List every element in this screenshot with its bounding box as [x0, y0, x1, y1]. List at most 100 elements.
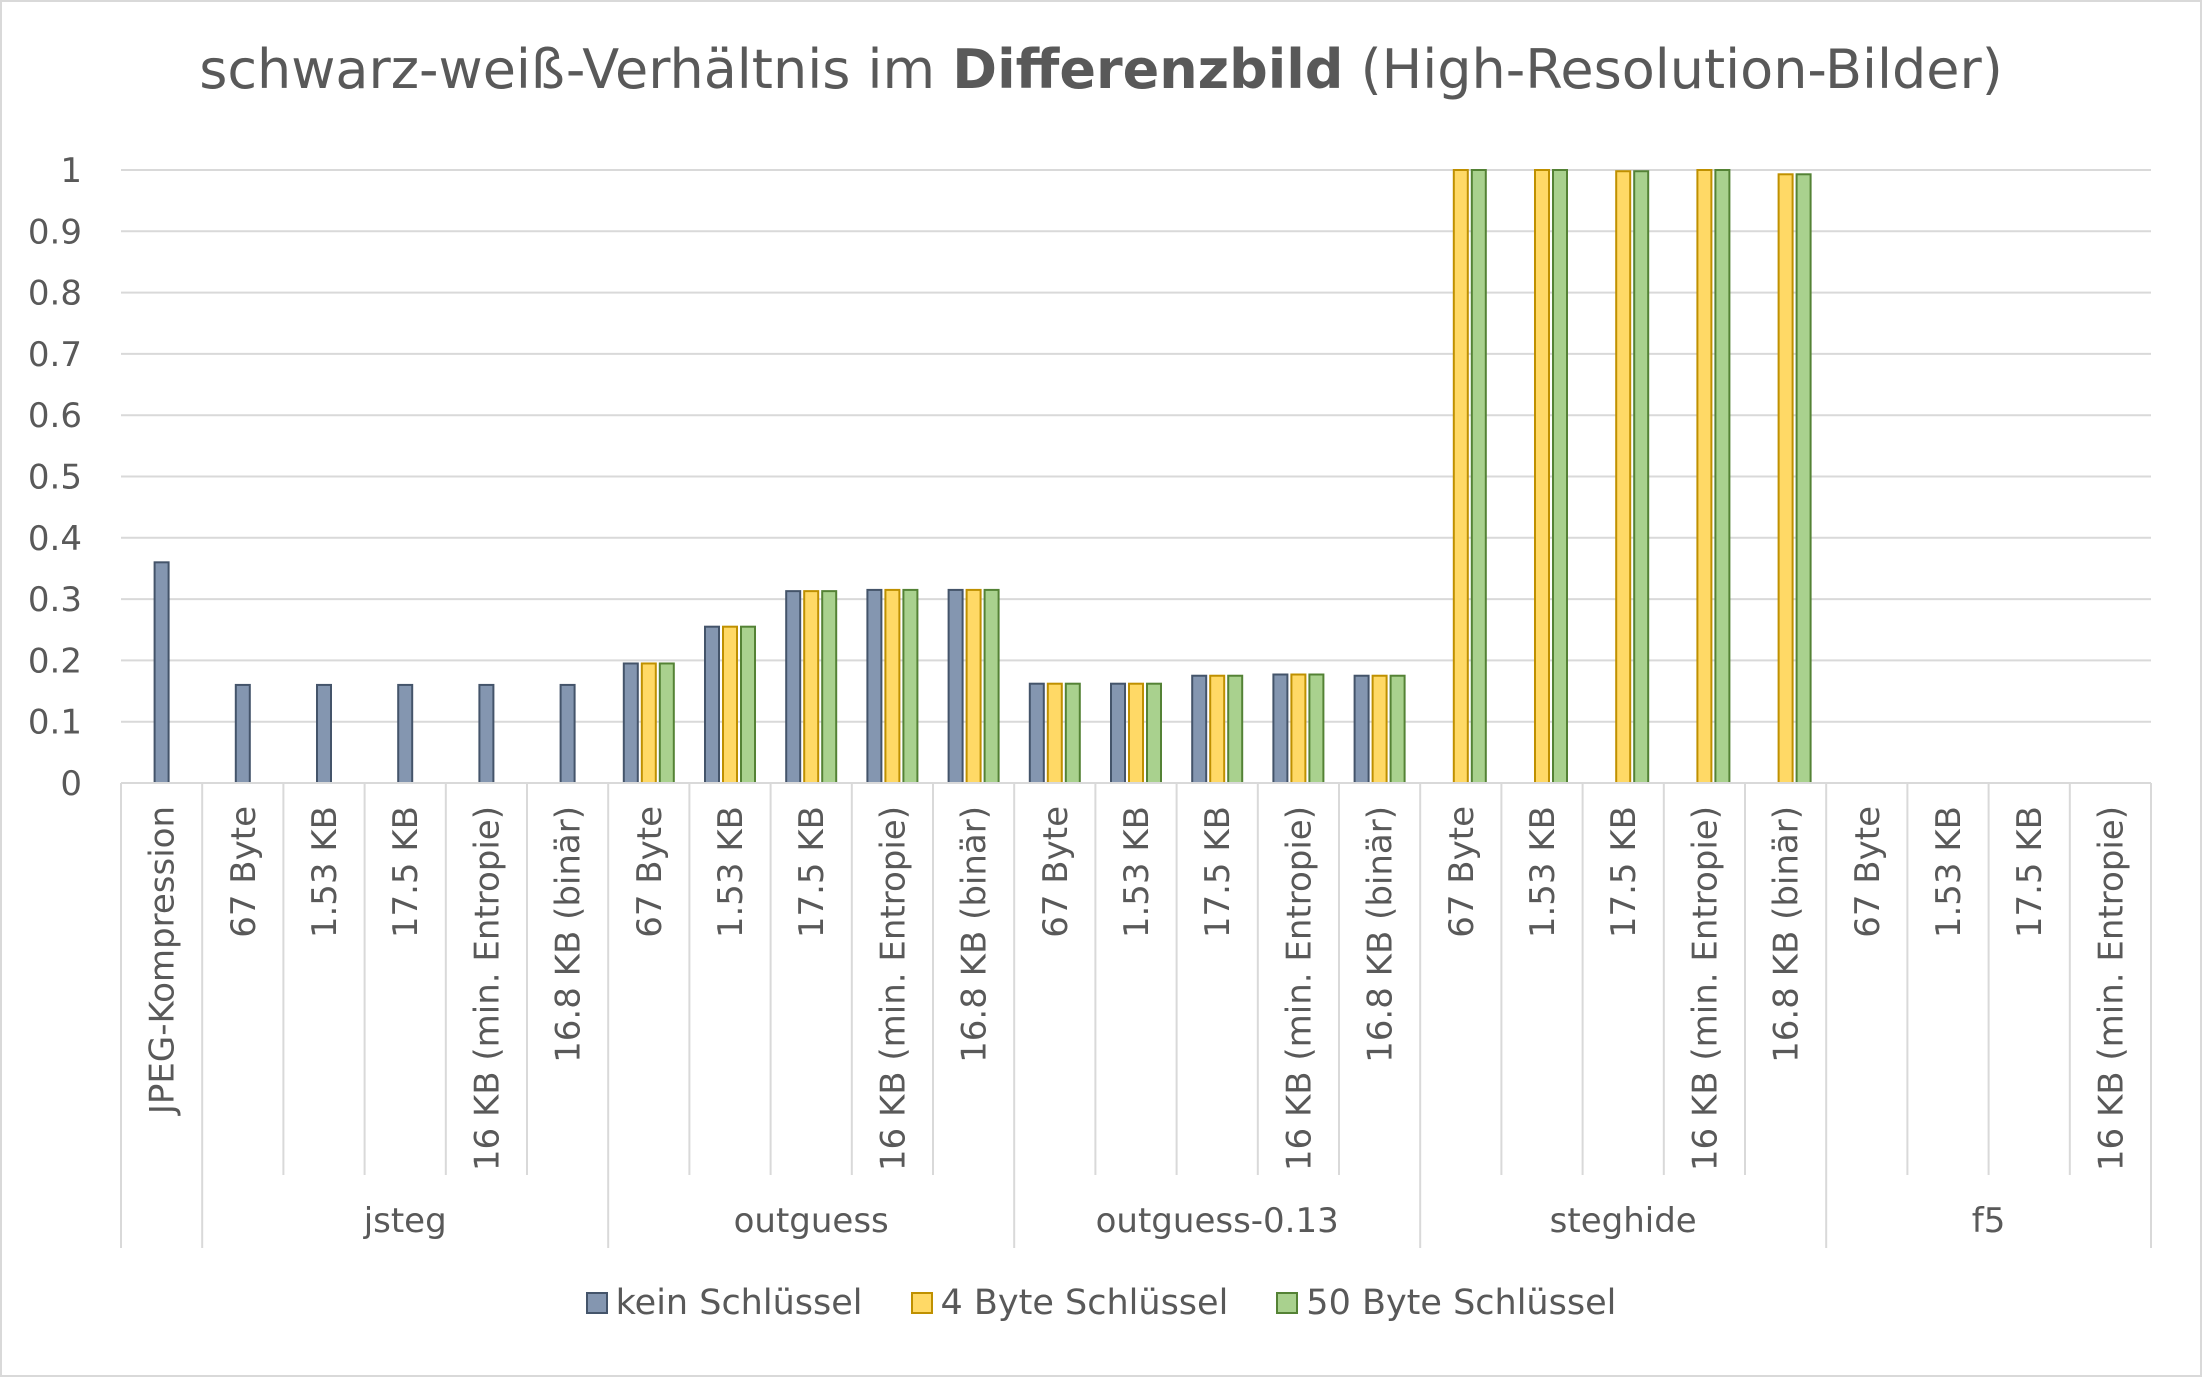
bar-kein-schl-ssel [1028, 682, 1045, 784]
category-label: JPEG-Kompression [143, 806, 183, 1116]
category-label: 16 KB (min. Entropie) [467, 806, 507, 1171]
bar-50-byte-schl-ssel [1714, 169, 1731, 784]
bar-4-byte-schl-ssel [1290, 673, 1307, 785]
legend-label-kein-schluessel: kein Schlüssel [615, 1283, 863, 1323]
category-label: 16.8 KB (binär) [549, 806, 589, 1063]
bar-4-byte-schl-ssel [803, 590, 820, 784]
bar-50-byte-schl-ssel [902, 588, 919, 785]
bar-4-byte-schl-ssel [1209, 674, 1226, 784]
bar-50-byte-schl-ssel [1470, 169, 1487, 784]
group-label: jsteg [363, 1201, 447, 1241]
category-label: 67 Byte [1036, 806, 1076, 938]
legend-item-50-byte-schluessel: 50 Byte Schlüssel [1276, 1283, 1616, 1323]
bar-4-byte-schl-ssel [1615, 170, 1632, 784]
bar-kein-schl-ssel [397, 683, 414, 784]
group-label: f5 [1972, 1201, 2006, 1241]
bar-kein-schl-ssel [1353, 674, 1370, 784]
category-label: 1.53 KB [1117, 806, 1157, 938]
legend-swatch-4-byte-schluessel [910, 1292, 933, 1314]
legend: kein Schlüssel 4 Byte Schlüssel 50 Byte … [0, 1283, 2202, 1323]
category-label: 67 Byte [630, 806, 670, 938]
category-label: 67 Byte [1848, 806, 1888, 938]
bar-50-byte-schl-ssel [821, 590, 838, 784]
bar-50-byte-schl-ssel [740, 625, 756, 784]
bar-4-byte-schl-ssel [1696, 169, 1713, 784]
category-label: 16 KB (min. Entropie) [1279, 806, 1319, 1171]
bar-50-byte-schl-ssel [658, 662, 675, 785]
bar-4-byte-schl-ssel [1128, 682, 1144, 784]
category-label: 17.5 KB [2010, 806, 2050, 938]
y-tick-label: 0.6 [28, 396, 82, 436]
category-label: 16.8 KB (binär) [1767, 806, 1807, 1063]
category-label: 16.8 KB (binär) [955, 806, 995, 1063]
legend-swatch-50-byte-schluessel [1276, 1292, 1299, 1314]
bar-4-byte-schl-ssel [1046, 682, 1063, 784]
bar-4-byte-schl-ssel [1777, 173, 1794, 784]
bar-50-byte-schl-ssel [1308, 673, 1325, 785]
y-tick-label: 1 [60, 151, 82, 191]
bar-4-byte-schl-ssel [965, 588, 982, 785]
bar-4-byte-schl-ssel [1534, 169, 1550, 784]
chart-title-bold: Differenzbild [952, 38, 1344, 101]
legend-item-4-byte-schluessel: 4 Byte Schlüssel [910, 1283, 1229, 1323]
bar-50-byte-schl-ssel [1146, 682, 1162, 784]
y-tick-label: 0.2 [28, 641, 82, 681]
category-label: 17.5 KB [1198, 806, 1238, 938]
bar-50-byte-schl-ssel [1633, 170, 1650, 784]
bar-kein-schl-ssel [785, 590, 802, 784]
y-tick-label: 0.9 [28, 212, 82, 252]
legend-swatch-kein-schluessel [585, 1292, 608, 1314]
bar-4-byte-schl-ssel [640, 662, 657, 785]
bar-50-byte-schl-ssel [983, 588, 1000, 785]
bar-kein-schl-ssel [1110, 682, 1126, 784]
category-label: 1.53 KB [711, 806, 751, 938]
bar-kein-schl-ssel [559, 683, 576, 784]
y-tick-label: 0.7 [28, 335, 82, 375]
bar-4-byte-schl-ssel [1452, 169, 1469, 784]
legend-label-50-byte-schluessel: 50 Byte Schlüssel [1306, 1283, 1617, 1323]
bar-4-byte-schl-ssel [722, 625, 738, 784]
category-label: 17.5 KB [1604, 806, 1644, 938]
bar-50-byte-schl-ssel [1552, 169, 1568, 784]
bar-kein-schl-ssel [1191, 674, 1208, 784]
y-tick-label: 0 [60, 764, 82, 804]
bar-kein-schl-ssel [1272, 673, 1289, 785]
chart-title-prefix: schwarz-weiß-Verhältnis im [199, 38, 953, 101]
bar-kein-schl-ssel [234, 683, 251, 784]
y-tick-label: 0.1 [28, 703, 82, 743]
bar-50-byte-schl-ssel [1064, 682, 1081, 784]
bar-50-byte-schl-ssel [1795, 173, 1812, 784]
bar-4-byte-schl-ssel [1371, 674, 1388, 784]
bar-50-byte-schl-ssel [1389, 674, 1406, 784]
category-label: 1.53 KB [305, 806, 345, 938]
group-label: outguess-0.13 [1096, 1201, 1339, 1241]
bar-kein-schl-ssel [866, 588, 883, 785]
category-label: 67 Byte [1442, 806, 1482, 938]
bar-4-byte-schl-ssel [884, 588, 901, 785]
category-label: 17.5 KB [792, 806, 832, 938]
bar-kein-schl-ssel [316, 683, 332, 784]
legend-item-kein-schluessel: kein Schlüssel [585, 1283, 863, 1323]
category-label: 16 KB (min. Entropie) [2091, 806, 2131, 1171]
y-tick-label: 0.5 [28, 458, 82, 498]
legend-label-4-byte-schluessel: 4 Byte Schlüssel [940, 1283, 1229, 1323]
y-tick-label: 0.4 [28, 519, 82, 559]
bar-kein-schl-ssel [153, 561, 170, 784]
chart-title: schwarz-weiß-Verhältnis im Differenzbild… [0, 38, 2202, 101]
category-label: 16 KB (min. Entropie) [1685, 806, 1725, 1171]
bar-kein-schl-ssel [704, 625, 720, 784]
group-label: steghide [1550, 1201, 1697, 1241]
category-label: 16 KB (min. Entropie) [873, 806, 913, 1171]
bar-kein-schl-ssel [622, 662, 639, 785]
bar-kein-schl-ssel [947, 588, 964, 785]
chart-title-suffix: (High-Resolution-Bilder) [1343, 38, 2003, 101]
bar-kein-schl-ssel [478, 683, 495, 784]
category-label: 67 Byte [224, 806, 264, 938]
category-label: 17.5 KB [386, 806, 426, 938]
category-label: 1.53 KB [1523, 806, 1563, 938]
bar-50-byte-schl-ssel [1227, 674, 1244, 784]
group-label: outguess [734, 1201, 889, 1241]
y-tick-label: 0.8 [28, 274, 82, 314]
